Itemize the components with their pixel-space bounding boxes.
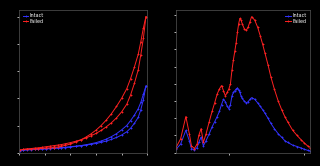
Failed: [25, 148, 29, 150]
Failed: [136, 69, 140, 71]
Failed: [60, 144, 63, 146]
Failed: [139, 54, 143, 56]
Line: Failed: Failed: [19, 15, 147, 151]
Intact: [129, 127, 132, 129]
Failed: [19, 149, 22, 151]
Failed: [44, 146, 48, 148]
Legend: Intact, Failed: Intact, Failed: [284, 12, 308, 25]
Failed: [132, 82, 136, 84]
Intact: [33, 148, 36, 150]
Intact: [56, 147, 60, 149]
Intact: [79, 145, 83, 147]
Failed: [258, 35, 262, 37]
Failed: [99, 129, 103, 131]
Intact: [104, 140, 108, 142]
Intact: [139, 109, 143, 111]
Intact: [115, 136, 118, 138]
Intact: [136, 116, 140, 118]
Line: Intact: Intact: [19, 85, 147, 152]
Failed: [36, 147, 40, 149]
Failed: [94, 132, 98, 134]
Intact: [120, 134, 124, 136]
Intact: [21, 149, 25, 151]
Failed: [63, 143, 67, 145]
Failed: [68, 142, 72, 144]
Failed: [129, 94, 132, 96]
Intact: [48, 147, 52, 149]
Failed: [120, 111, 124, 113]
Intact: [60, 147, 63, 149]
Failed: [84, 137, 88, 139]
Intact: [52, 147, 56, 149]
Intact: [109, 138, 113, 140]
Intact: [44, 148, 48, 150]
Failed: [56, 144, 60, 146]
Intact: [244, 102, 248, 104]
Failed: [250, 16, 253, 18]
Failed: [40, 146, 44, 148]
Intact: [68, 146, 72, 148]
Intact: [125, 131, 129, 133]
Intact: [63, 146, 67, 148]
Intact: [89, 143, 93, 145]
Failed: [192, 148, 196, 150]
Failed: [125, 103, 129, 105]
Failed: [246, 26, 250, 28]
Failed: [228, 83, 232, 85]
Intact: [94, 142, 98, 144]
Intact: [246, 101, 250, 103]
Failed: [109, 122, 113, 124]
Legend: Intact, Failed: Intact, Failed: [22, 12, 45, 25]
Intact: [144, 85, 148, 87]
Intact: [25, 149, 29, 151]
Failed: [74, 140, 77, 142]
Intact: [19, 150, 22, 152]
Intact: [99, 141, 103, 143]
Failed: [174, 147, 178, 149]
Line: Failed: Failed: [175, 15, 312, 150]
Failed: [244, 29, 248, 31]
Failed: [21, 148, 25, 150]
Failed: [308, 147, 312, 149]
Intact: [40, 148, 44, 150]
Intact: [227, 108, 231, 110]
Intact: [141, 99, 145, 101]
Failed: [89, 135, 93, 137]
Intact: [36, 148, 40, 150]
Intact: [308, 150, 312, 152]
Failed: [52, 145, 56, 147]
Failed: [29, 148, 33, 150]
Intact: [29, 149, 33, 151]
Intact: [256, 102, 260, 104]
Intact: [84, 144, 88, 146]
Failed: [204, 133, 208, 135]
Intact: [240, 97, 244, 99]
Failed: [48, 145, 52, 147]
Intact: [236, 87, 239, 89]
Failed: [115, 117, 118, 119]
Failed: [141, 37, 145, 39]
Line: Intact: Intact: [175, 87, 312, 152]
Intact: [74, 145, 77, 147]
Failed: [144, 16, 148, 18]
Failed: [79, 139, 83, 141]
Failed: [104, 126, 108, 128]
Failed: [240, 23, 244, 25]
Intact: [174, 148, 178, 150]
Failed: [33, 147, 36, 149]
Intact: [201, 145, 205, 147]
Intact: [132, 122, 136, 124]
